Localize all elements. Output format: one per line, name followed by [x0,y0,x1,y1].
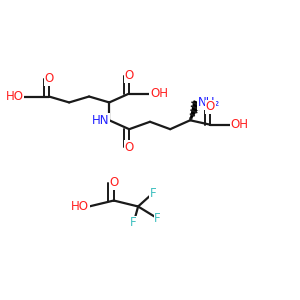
Text: O: O [206,100,215,113]
Text: O: O [109,176,119,189]
Text: F: F [150,187,156,200]
Text: HO: HO [6,90,24,103]
Text: O: O [124,69,134,82]
Text: F: F [154,212,161,225]
Text: O: O [44,72,54,85]
Text: HN: HN [92,114,109,127]
Text: F: F [130,216,137,229]
Text: OH: OH [230,118,248,131]
Text: OH: OH [150,87,168,100]
Text: NH₂: NH₂ [198,96,220,109]
Polygon shape [190,101,201,120]
Text: HO: HO [71,200,89,213]
Text: O: O [124,140,134,154]
